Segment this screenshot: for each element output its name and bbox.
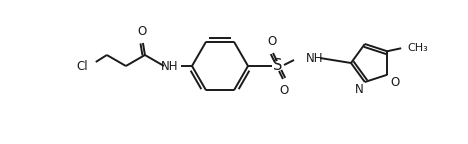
Text: S: S <box>273 58 283 73</box>
Text: O: O <box>137 25 146 38</box>
Text: O: O <box>279 84 289 97</box>
Text: Cl: Cl <box>76 59 88 72</box>
Text: O: O <box>390 76 399 89</box>
Text: NH: NH <box>306 52 323 65</box>
Text: N: N <box>355 83 364 96</box>
Text: O: O <box>267 35 277 48</box>
Text: NH: NH <box>161 59 178 72</box>
Text: CH₃: CH₃ <box>407 43 428 53</box>
